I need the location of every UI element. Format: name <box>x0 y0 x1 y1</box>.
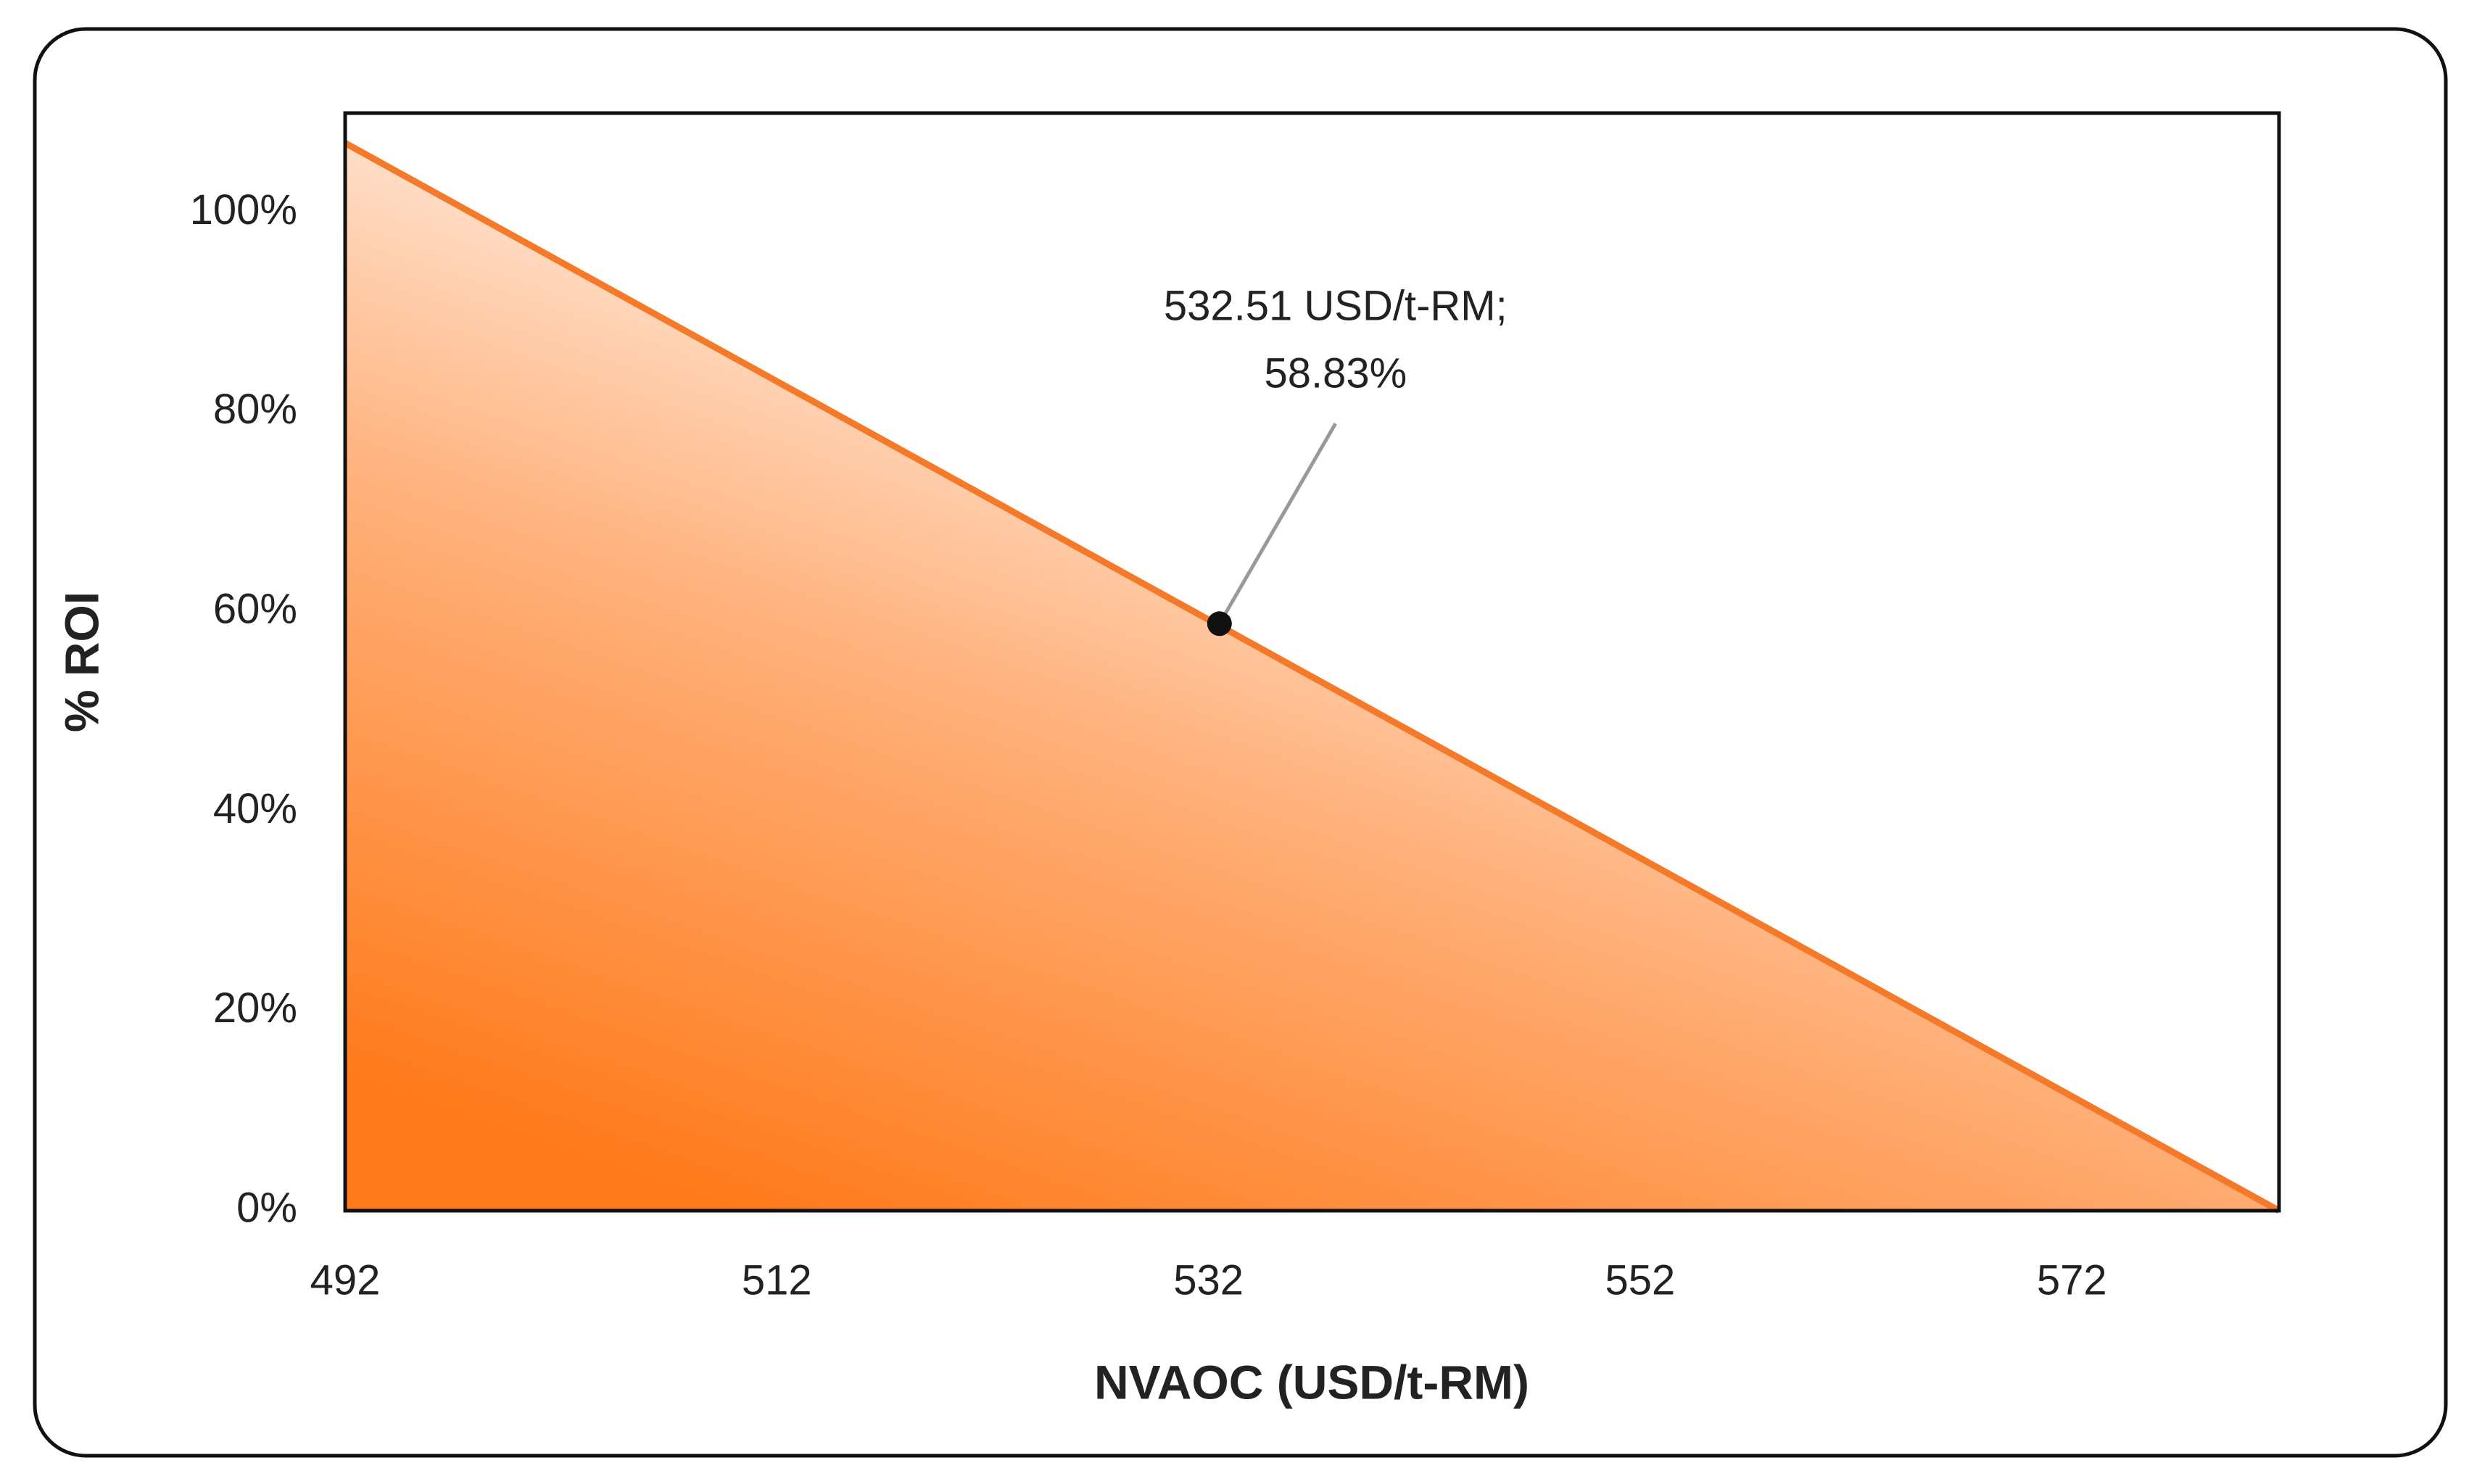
x-tick-label: 552 <box>1605 1256 1676 1303</box>
y-tick-label: 0% <box>236 1184 297 1231</box>
annotation-point <box>1207 611 1232 637</box>
x-tick-label: 512 <box>742 1256 812 1303</box>
y-axis-title: % ROI <box>54 592 108 732</box>
plot-frame <box>343 111 2281 1213</box>
x-axis-title: NVAOC (USD/t-RM) <box>1094 1355 1529 1409</box>
x-tick-label: 492 <box>310 1256 381 1303</box>
y-tick-label: 60% <box>213 586 297 633</box>
y-tick-label: 100% <box>190 186 297 233</box>
leader-line <box>1217 423 1337 625</box>
annotation-label: 58.83% <box>1264 350 1407 397</box>
y-tick-label: 80% <box>213 386 297 433</box>
y-tick-label: 20% <box>213 985 297 1032</box>
line <box>343 140 2281 1214</box>
x-tick-label: 572 <box>2037 1256 2107 1303</box>
annotation-label: 532.51 USD/t-RM; <box>1164 283 1508 330</box>
y-tick-label: 40% <box>213 785 297 832</box>
x-tick-label: 532 <box>1173 1256 1244 1303</box>
